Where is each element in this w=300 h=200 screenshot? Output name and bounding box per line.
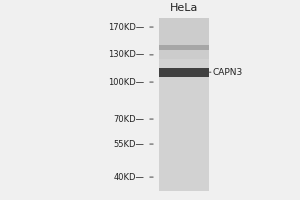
Text: 70KD—: 70KD—: [113, 115, 144, 124]
Bar: [159, 18, 209, 59]
Text: HeLa: HeLa: [170, 3, 198, 13]
Text: CAPN3: CAPN3: [212, 68, 243, 77]
Bar: [159, 18, 209, 191]
Text: 170KD—: 170KD—: [108, 23, 144, 32]
Bar: [159, 68, 209, 77]
Text: 130KD—: 130KD—: [108, 50, 144, 59]
Text: 55KD—: 55KD—: [113, 140, 144, 149]
Text: 100KD—: 100KD—: [108, 78, 144, 87]
Text: 40KD—: 40KD—: [113, 173, 144, 182]
Bar: [159, 45, 209, 50]
